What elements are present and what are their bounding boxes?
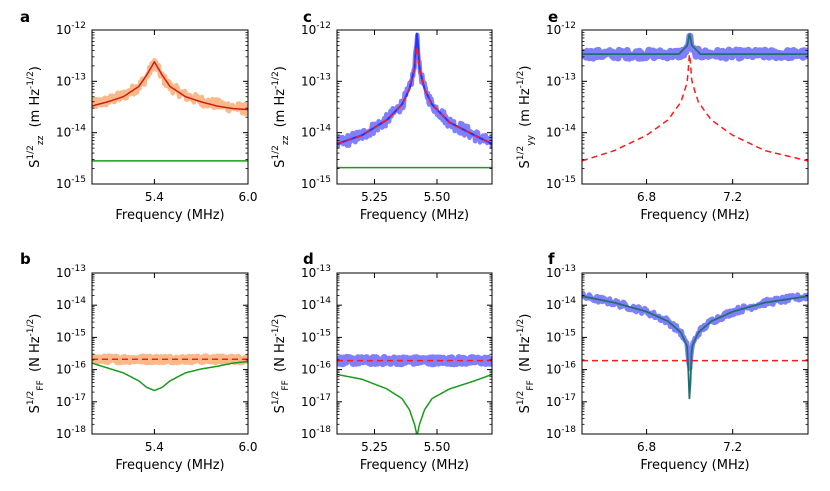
y-tick-label: 10-13 xyxy=(56,264,86,280)
y-axis-title: S1/2zz (m Hz-1/2) xyxy=(26,66,46,168)
plot-frame xyxy=(581,272,809,435)
y-tick-label: 10-17 xyxy=(56,393,86,409)
y-tick-label: 10-16 xyxy=(301,361,331,377)
x-tick-label: 5.50 xyxy=(424,440,451,454)
plot-frame xyxy=(91,29,249,185)
y-tick-label: 10-18 xyxy=(546,425,576,441)
x-axis-title: Frequency (MHz) xyxy=(115,458,224,473)
x-tick-label: 6.8 xyxy=(637,440,656,454)
y-tick-label: 10-15 xyxy=(546,328,576,344)
panel-letter: f xyxy=(548,250,555,268)
y-axis-title: S1/2FF (N Hz-1/2) xyxy=(516,314,536,414)
series-line-fit xyxy=(92,61,248,111)
panel-f: 10-18 10-17 10-16 10-15 10-14 10-13 6.8 7.2 Freq… xyxy=(516,250,809,473)
y-tick-label: 10-17 xyxy=(301,393,331,409)
y-tick-label: 10-14 xyxy=(56,124,86,140)
series-line-measured xyxy=(582,290,808,371)
x-axis-title: Frequency (MHz) xyxy=(360,208,469,223)
series-line-added-force-noise xyxy=(337,373,492,434)
y-axis-title: S1/2yy (m Hz-1/2) xyxy=(516,66,536,169)
y-axis-title: S1/2zz (m Hz-1/2) xyxy=(271,66,291,168)
y-tick-label: 10-14 xyxy=(301,124,331,140)
y-tick-label: 10-16 xyxy=(56,361,86,377)
y-axis-title: S1/2FF (N Hz-1/2) xyxy=(271,314,291,414)
y-tick-label: 10-15 xyxy=(546,175,576,191)
series-line-measured xyxy=(92,58,248,117)
y-tick-label: 10-12 xyxy=(546,21,576,37)
x-tick-label: 5.4 xyxy=(145,440,164,454)
series-group xyxy=(92,58,248,162)
panel-letter: a xyxy=(20,8,30,26)
plot-frame xyxy=(336,29,493,185)
x-axis-title: Frequency (MHz) xyxy=(640,458,749,473)
series-line-model xyxy=(337,46,492,145)
panel-a: 10-15 10-14 10-13 10-12 5.4 6.0 Frequency (MHz… xyxy=(20,8,258,223)
y-tick-label: 10-14 xyxy=(301,296,331,312)
panel-letter: b xyxy=(20,250,31,268)
series-line-fit xyxy=(582,295,808,400)
x-tick-label: 5.4 xyxy=(145,190,164,204)
y-tick-label: 10-15 xyxy=(301,175,331,191)
x-tick-label: 6.0 xyxy=(238,440,257,454)
plot-frame xyxy=(91,272,249,435)
x-axis-title: Frequency (MHz) xyxy=(360,458,469,473)
x-axis-title: Frequency (MHz) xyxy=(115,208,224,223)
y-tick-label: 10-14 xyxy=(56,296,86,312)
series-group xyxy=(337,353,492,434)
series-line-measured xyxy=(92,353,248,366)
x-tick-label: 6.8 xyxy=(637,190,656,204)
x-tick-label: 5.25 xyxy=(361,190,388,204)
y-tick-label: 10-15 xyxy=(301,328,331,344)
series-group xyxy=(582,290,808,400)
panel-letter: d xyxy=(303,250,314,268)
panel-letter: c xyxy=(303,8,312,26)
x-tick-label: 7.2 xyxy=(723,440,742,454)
y-tick-label: 10-13 xyxy=(301,72,331,88)
y-tick-label: 10-12 xyxy=(56,21,86,37)
x-axis-title: Frequency (MHz) xyxy=(640,208,749,223)
y-tick-label: 10-14 xyxy=(546,124,576,140)
series-line-model xyxy=(582,53,808,162)
y-tick-label: 10-16 xyxy=(546,361,576,377)
y-tick-label: 10-12 xyxy=(301,21,331,37)
y-tick-label: 10-13 xyxy=(546,264,576,280)
y-axis-title: S1/2FF (N Hz-1/2) xyxy=(26,314,46,414)
series-line-added-force-noise xyxy=(92,360,248,392)
x-tick-label: 5.25 xyxy=(361,440,388,454)
series-line-fit xyxy=(582,33,808,55)
series-group xyxy=(582,32,808,162)
panel-b: 10-18 10-17 10-16 10-15 10-14 10-13 5.4 6.0 Freq… xyxy=(20,250,258,473)
panel-e: 10-15 10-14 10-13 10-12 6.8 7.2 Frequency (MHz… xyxy=(516,8,809,223)
y-tick-label: 10-17 xyxy=(546,393,576,409)
plot-frame xyxy=(581,29,809,185)
y-tick-label: 10-15 xyxy=(56,175,86,191)
x-tick-label: 6.0 xyxy=(238,190,257,204)
y-tick-label: 10-13 xyxy=(56,72,86,88)
y-tick-label: 10-14 xyxy=(546,296,576,312)
plot-frame xyxy=(336,272,493,435)
x-tick-label: 7.2 xyxy=(723,190,742,204)
y-tick-label: 10-13 xyxy=(301,264,331,280)
panel-letter: e xyxy=(548,8,558,26)
y-tick-label: 10-13 xyxy=(546,72,576,88)
x-tick-label: 5.50 xyxy=(424,190,451,204)
series-group xyxy=(92,353,248,392)
y-tick-label: 10-15 xyxy=(56,328,86,344)
series-group xyxy=(337,32,492,169)
panel-d: 10-18 10-17 10-16 10-15 10-14 10-13 5.25 5.50 Fr… xyxy=(271,250,493,473)
y-tick-label: 10-18 xyxy=(301,425,331,441)
y-tick-label: 10-18 xyxy=(56,425,86,441)
panel-c: 10-15 10-14 10-13 10-12 5.25 5.50 Frequency (M… xyxy=(271,8,493,223)
